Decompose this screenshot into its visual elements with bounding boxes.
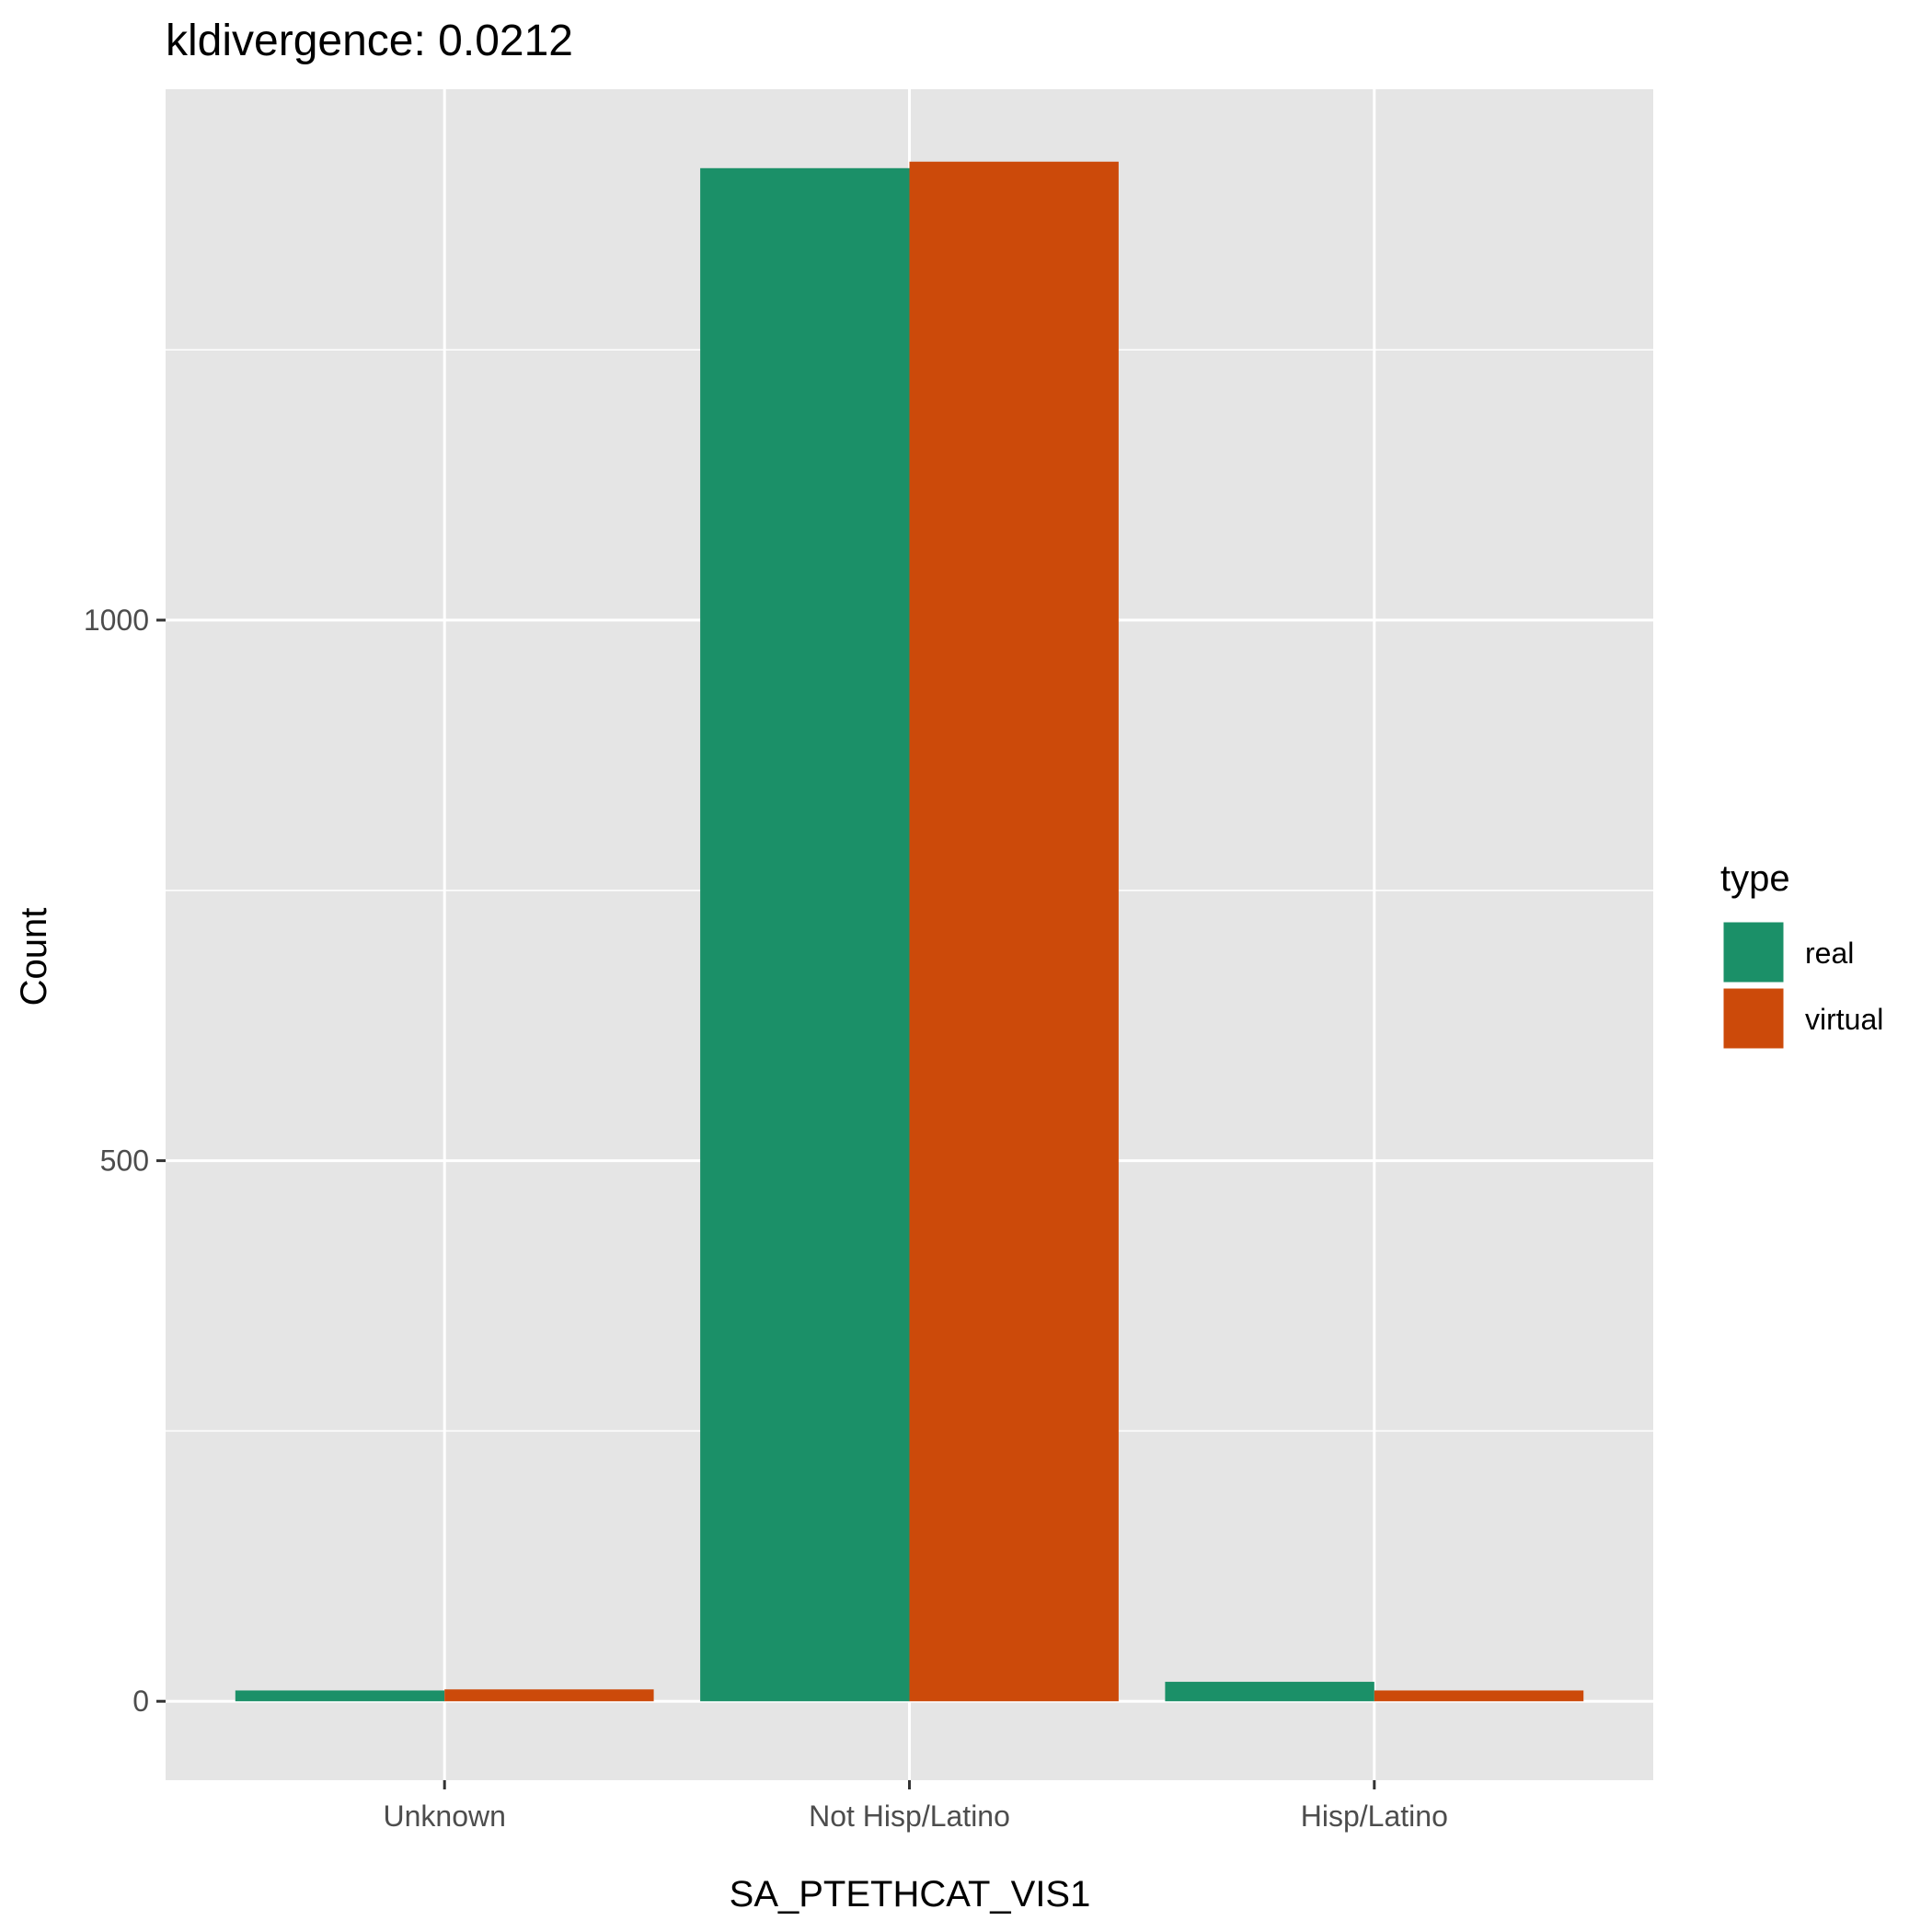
- x-tick-label: Unknown: [383, 1800, 505, 1833]
- legend-key-real: [1720, 919, 1787, 985]
- y-tick-label: 1000: [84, 604, 149, 637]
- bar-virtual-hisp-latino: [1374, 1690, 1584, 1702]
- legend-label-virtual: virtual: [1805, 1003, 1883, 1036]
- x-axis-title: SA_PTETHCAT_VIS1: [730, 1874, 1091, 1915]
- y-axis-title: Count: [14, 908, 54, 1006]
- chart-title: kldivergence: 0.0212: [166, 17, 573, 65]
- legend-key-virtual: [1720, 985, 1787, 1052]
- bars: [235, 161, 1584, 1702]
- bar-virtual-not-hisp-latino: [909, 161, 1119, 1702]
- bar-real-unknown: [235, 1690, 445, 1702]
- bar-real-not-hisp-latino: [700, 167, 910, 1702]
- legend-title: type: [1720, 858, 1790, 899]
- y-axis: 0 500 1000: [84, 604, 166, 1718]
- x-tick-label: Hisp/Latino: [1301, 1800, 1448, 1833]
- legend: type real virtual: [1720, 858, 1883, 1052]
- y-tick-label: 0: [132, 1685, 149, 1718]
- bar-virtual-unknown: [444, 1689, 654, 1702]
- bar-real-hisp-latino: [1165, 1682, 1374, 1702]
- x-axis: Unknown Not Hisp/Latino Hisp/Latino: [383, 1780, 1448, 1833]
- x-tick-label: Not Hisp/Latino: [809, 1800, 1010, 1833]
- y-tick-label: 500: [100, 1144, 149, 1178]
- legend-label-real: real: [1805, 937, 1854, 970]
